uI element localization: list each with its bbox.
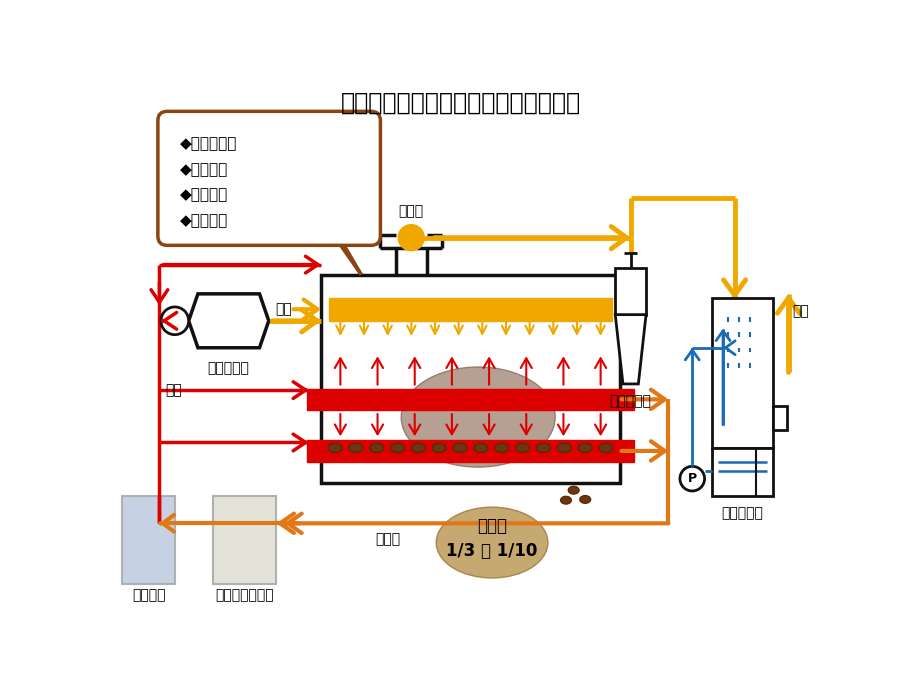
Text: サイクロン: サイクロン bbox=[609, 394, 652, 408]
Bar bbox=[712, 298, 773, 448]
Circle shape bbox=[680, 466, 705, 491]
Ellipse shape bbox=[453, 443, 467, 452]
Polygon shape bbox=[334, 236, 361, 275]
Ellipse shape bbox=[578, 443, 592, 452]
Ellipse shape bbox=[495, 443, 508, 452]
Text: ロータリーコイル乾燥機フローシート: ロータリーコイル乾燥機フローシート bbox=[341, 91, 581, 115]
Text: 空気加熱器: 空気加熱器 bbox=[208, 361, 249, 375]
Ellipse shape bbox=[436, 507, 548, 578]
Bar bbox=[773, 406, 787, 430]
Text: 熱風: 熱風 bbox=[275, 302, 292, 316]
Ellipse shape bbox=[536, 443, 551, 452]
Text: 減量比
1/3 ～ 1/10: 減量比 1/3 ～ 1/10 bbox=[446, 517, 537, 560]
Bar bbox=[122, 496, 175, 584]
Text: ボイラー: ボイラー bbox=[132, 588, 166, 602]
Text: ◆脱水ケーキ
◆食品残渣
◆野菜くず
◆廃液、等: ◆脱水ケーキ ◆食品残渣 ◆野菜くず ◆廃液、等 bbox=[180, 136, 238, 229]
Bar bbox=[712, 448, 773, 496]
Bar bbox=[307, 388, 634, 410]
Ellipse shape bbox=[599, 443, 613, 452]
Text: 排気: 排気 bbox=[792, 304, 809, 318]
Ellipse shape bbox=[474, 443, 488, 452]
Text: ドレン回収装置: ドレン回収装置 bbox=[216, 588, 274, 602]
Ellipse shape bbox=[391, 443, 404, 452]
FancyBboxPatch shape bbox=[158, 112, 381, 245]
Text: 蒸気: 蒸気 bbox=[165, 383, 182, 397]
Ellipse shape bbox=[580, 496, 590, 503]
Ellipse shape bbox=[516, 443, 529, 452]
Circle shape bbox=[399, 225, 424, 250]
Ellipse shape bbox=[568, 487, 579, 494]
Text: P: P bbox=[688, 472, 697, 485]
Bar bbox=[307, 440, 634, 461]
Text: スクラバー: スクラバー bbox=[722, 506, 763, 521]
Ellipse shape bbox=[561, 496, 572, 504]
Text: ドレン: ドレン bbox=[375, 532, 401, 546]
Circle shape bbox=[161, 307, 189, 335]
Bar bbox=[213, 496, 276, 584]
Ellipse shape bbox=[370, 443, 383, 452]
Bar bbox=[328, 298, 612, 321]
Ellipse shape bbox=[328, 443, 342, 452]
Ellipse shape bbox=[432, 443, 446, 452]
Ellipse shape bbox=[349, 443, 363, 452]
Bar bbox=[321, 275, 620, 482]
Ellipse shape bbox=[401, 367, 555, 467]
Polygon shape bbox=[616, 314, 646, 384]
Text: 排風機: 排風機 bbox=[399, 204, 424, 218]
Ellipse shape bbox=[557, 443, 572, 452]
Bar bbox=[616, 268, 646, 314]
Polygon shape bbox=[189, 294, 269, 348]
Ellipse shape bbox=[411, 443, 426, 452]
